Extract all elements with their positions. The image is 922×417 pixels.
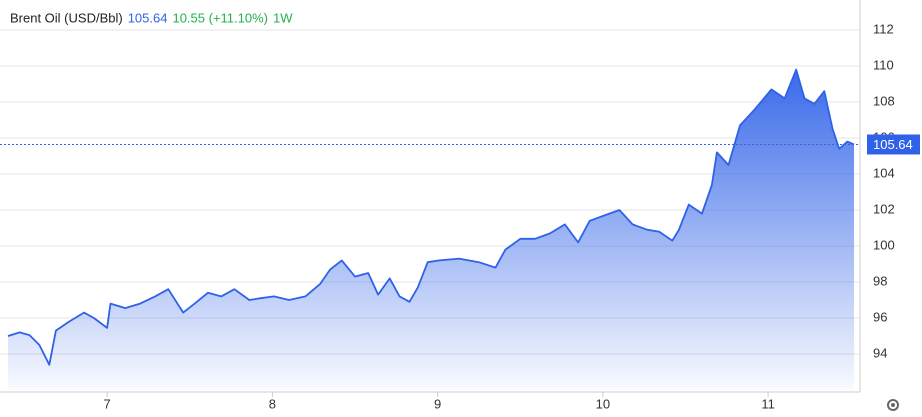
y-tick-label: 110: [873, 57, 894, 72]
x-tick-label: 10: [596, 396, 610, 411]
price-line: [7, 68, 855, 366]
area-fill: [8, 69, 855, 390]
chart-title: Brent Oil (USD/Bbl): [10, 10, 123, 25]
price-tag: [867, 134, 920, 155]
x-tick-label: 9: [434, 396, 441, 411]
y-tick-label: 108: [873, 93, 895, 108]
y-tick-label: 98: [873, 273, 887, 288]
gear: [887, 399, 899, 411]
x-tick-label: 11: [761, 396, 775, 411]
price-change: 10.55 (+11.10%): [172, 10, 268, 25]
y-tick-label: 96: [873, 309, 887, 324]
y-tick-label: 102: [873, 201, 895, 216]
x-tick-label: 7: [104, 396, 111, 411]
y-tick-label: 112: [873, 21, 894, 36]
settings-icon[interactable]: [887, 399, 899, 411]
price-tag-label: 105.64: [873, 137, 913, 152]
gear-hub: [891, 403, 895, 407]
y-tick-label: 104: [873, 165, 895, 180]
current-price: 105.64: [128, 10, 168, 25]
header: Brent Oil (USD/Bbl) 105.64 10.55 (+11.10…: [10, 10, 293, 25]
period: 1W: [273, 10, 293, 25]
y-tick-label: 94: [873, 345, 887, 360]
y-tick-label: 100: [873, 237, 895, 252]
x-tick-label: 8: [269, 396, 276, 411]
